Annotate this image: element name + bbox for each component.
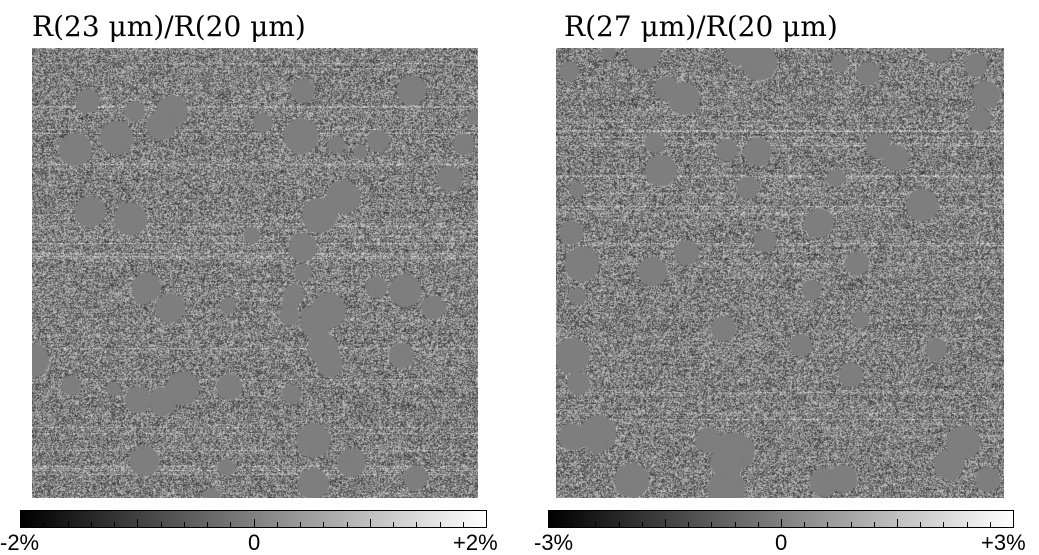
colorbar-tick	[346, 522, 348, 527]
ratio-map-image	[32, 48, 478, 498]
colorbar-ticks	[21, 511, 486, 527]
colorbar-tick	[160, 522, 162, 527]
ratio-map-image	[556, 48, 1004, 498]
ratio-panel-27um: R(27 μm)/R(20 μm) -3% 0 +3%	[520, 0, 1026, 555]
colorbar-tick	[897, 519, 898, 527]
colorbar-tick	[67, 522, 69, 527]
colorbar-tick	[850, 522, 852, 527]
colorbar-tick	[595, 522, 597, 527]
panel-title: R(27 μm)/R(20 μm)	[564, 10, 838, 43]
colorbar-tick	[920, 522, 922, 527]
colorbar-tick	[207, 522, 208, 527]
colorbar-tick	[781, 519, 782, 527]
colorbar-tick	[416, 522, 418, 527]
colorbar-tick	[873, 522, 875, 527]
colorbar-tick	[230, 522, 232, 527]
colorbar-tick	[44, 522, 46, 527]
colorbar-tick	[989, 522, 991, 527]
colorbar-tick	[688, 522, 690, 527]
colorbar-min-label: -2%	[0, 530, 40, 555]
colorbar-tick	[114, 522, 115, 527]
colorbar-max-label: +3%	[981, 530, 1026, 555]
colorbar-tick	[183, 522, 185, 527]
colorbar-tick	[137, 519, 139, 527]
colorbar-min-label: -3%	[534, 530, 574, 555]
colorbar	[548, 510, 1014, 528]
colorbar-tick	[439, 522, 441, 527]
colorbar-mid-label: 0	[248, 530, 261, 555]
colorbar-tick	[618, 522, 620, 527]
panel-title: R(23 μm)/R(20 μm)	[32, 10, 306, 43]
colorbar-ticks	[549, 511, 1013, 527]
colorbar-tick	[276, 522, 278, 527]
ratio-map-canvas	[556, 48, 1004, 498]
colorbar-tick	[253, 519, 255, 527]
colorbar-tick	[572, 522, 574, 527]
colorbar-tick	[641, 522, 643, 527]
ratio-panel-23um: R(23 μm)/R(20 μm) -2% 0 +2%	[0, 0, 500, 555]
colorbar-tick	[711, 522, 713, 527]
colorbar-tick	[943, 522, 945, 527]
colorbar-tick	[804, 522, 806, 527]
colorbar-tick	[966, 522, 968, 527]
colorbar-tick	[393, 522, 394, 527]
colorbar-tick	[300, 522, 301, 527]
colorbar-mid-label: 0	[775, 530, 788, 555]
colorbar-tick	[369, 519, 371, 527]
colorbar-tick	[827, 522, 829, 527]
colorbar-tick	[90, 522, 92, 527]
colorbar-tick	[323, 522, 325, 527]
colorbar-tick	[462, 522, 464, 527]
colorbar-tick	[734, 522, 736, 527]
colorbar-tick	[757, 522, 759, 527]
colorbar-tick	[665, 519, 666, 527]
ratio-map-canvas	[32, 48, 478, 498]
colorbar	[20, 510, 487, 528]
colorbar-max-label: +2%	[453, 530, 498, 555]
